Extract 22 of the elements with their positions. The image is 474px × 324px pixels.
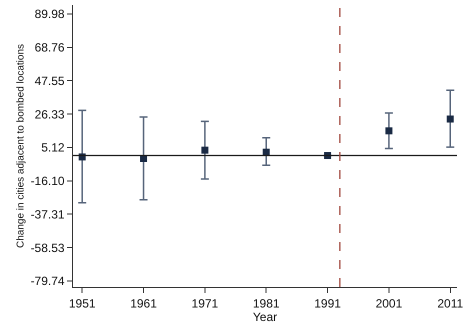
x-tick-label: 2001 bbox=[376, 296, 403, 310]
y-tick-label: -37.31 bbox=[30, 207, 65, 222]
y-tick-label: 5.12 bbox=[41, 140, 65, 155]
y-tick-label: 26.33 bbox=[34, 107, 65, 122]
x-tick-label: 1991 bbox=[314, 296, 342, 310]
x-tick-label: 1981 bbox=[252, 296, 280, 310]
x-tick-label: 1951 bbox=[68, 296, 96, 310]
y-tick-label: -58.53 bbox=[30, 240, 65, 255]
y-tick-label: 68.76 bbox=[34, 40, 65, 55]
x-tick-label: 1961 bbox=[130, 296, 158, 310]
y-tick-label: -16.10 bbox=[30, 174, 65, 188]
point bbox=[262, 148, 270, 156]
y-tick-label: -79.74 bbox=[30, 274, 65, 288]
y-tick-label: 89.98 bbox=[34, 7, 65, 22]
x-tick-label: 2011 bbox=[437, 296, 464, 310]
y-tick-label: 47.55 bbox=[34, 74, 65, 88]
y-axis-title: Change in cities adjacent to bombed locations bbox=[16, 44, 27, 248]
point bbox=[385, 127, 392, 134]
x-tick-label: 1971 bbox=[192, 296, 219, 310]
point bbox=[201, 146, 208, 154]
point bbox=[446, 116, 454, 123]
x-axis-title: Year bbox=[252, 310, 278, 324]
